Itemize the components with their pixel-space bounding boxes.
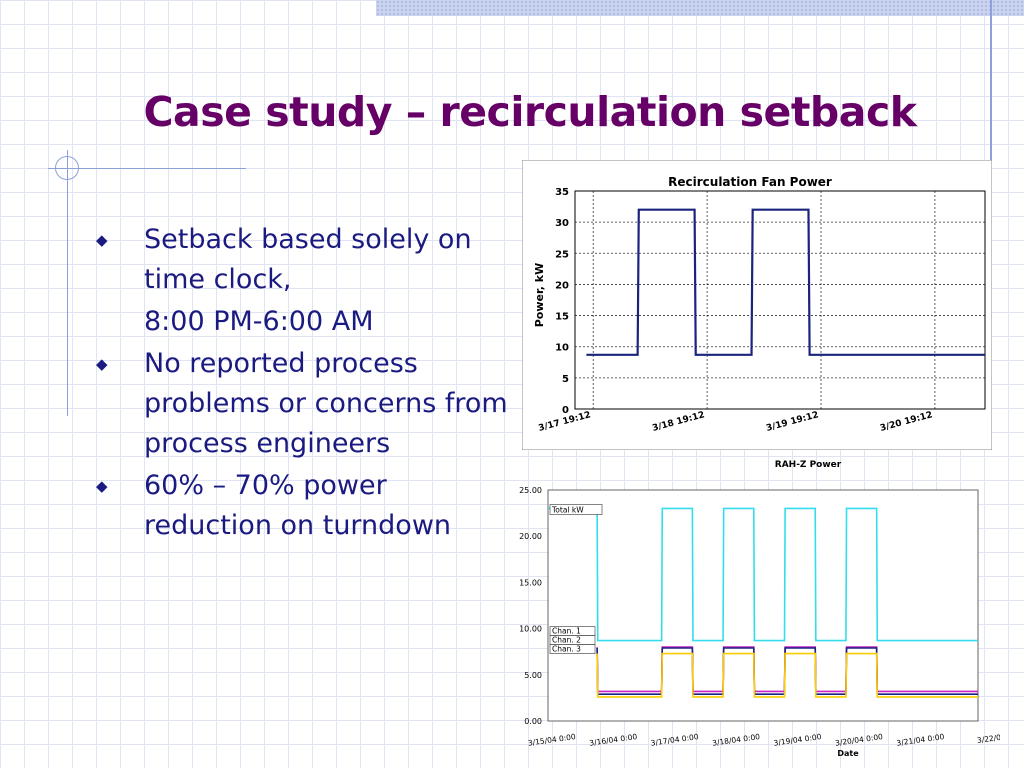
- chart2-legend-label: Chan. 2: [552, 636, 581, 645]
- decorative-ring: [55, 156, 79, 180]
- bullet-list: ◆ Setback based solely on time clock, 8:0…: [92, 220, 512, 548]
- bullet-text: Setback based solely on time clock,: [144, 224, 472, 295]
- chart1-frame: [522, 160, 992, 450]
- diamond-bullet-icon: ◆: [96, 477, 108, 495]
- chart2-x-tick-label: 3/19/04 0:00: [773, 732, 822, 748]
- chart1-plot-area: [574, 190, 986, 410]
- chart2-y-tick-label: 0.00: [524, 717, 542, 726]
- bullet-continuation: 8:00 PM-6:00 AM: [92, 302, 512, 342]
- chart2-series: [548, 507, 978, 698]
- bullet-text: 8:00 PM-6:00 AM: [144, 306, 374, 337]
- slide-title: Case study – recirculation setback: [143, 88, 917, 136]
- recirculation-fan-power-chart: Recirculation Fan Power Power, kW 0 5 10 15…: [522, 160, 992, 450]
- chart2-x-ticks: 3/15/04 0:00 3/16/04 0:00 3/17/04 0:00 3/18…: [527, 732, 1000, 748]
- chart2-legend-label: Total kW: [551, 505, 584, 514]
- chart1-y-tick-label: 25: [555, 249, 569, 260]
- chart1-y-ticks: 0 5 10 15 20 25 30 35: [555, 187, 569, 416]
- chart1-title: Recirculation Fan Power: [668, 175, 832, 189]
- bullet-text: 60% – 70% power reduction on turndown: [144, 470, 452, 541]
- chart2-x-tick-label: 3/15/04 0:00: [527, 732, 576, 748]
- chart2-legend-box: [549, 644, 596, 654]
- chart1-y-tick-label: 30: [555, 218, 569, 229]
- chart1-grid: [575, 191, 985, 409]
- chart1-y-tick-label: 20: [555, 280, 569, 291]
- chart2-legend-box: [549, 504, 603, 515]
- chart1-y-tick-label: 35: [555, 187, 569, 198]
- chart2-title: RAH-Z Power: [775, 460, 842, 470]
- chart2-xlabel: Date: [837, 749, 859, 758]
- chart2-y-ticks: 0.00 5.00 10.00 15.00 20.00 25.00: [519, 486, 542, 726]
- chart2-x-tick-label: 3/20/04 0:00: [834, 732, 883, 748]
- chart2-legend-label: Chan. 3: [552, 645, 581, 654]
- chart1-series: [586, 208, 985, 356]
- bullet-text: No reported process problems or concerns…: [144, 348, 508, 459]
- chart2-x-tick-label: 3/16/04 0:00: [589, 732, 638, 748]
- chart2-x-tick-label: 3/22/04: [976, 732, 1000, 745]
- bullet-item: ◆ No reported process problems or concern…: [92, 344, 512, 464]
- chart2-x-tick-label: 3/18/04 0:00: [712, 732, 761, 748]
- chart1-y-tick-label: 10: [555, 343, 569, 354]
- decorative-vertical-rule: [990, 0, 992, 160]
- chart1-series-line: [586, 208, 985, 356]
- decorative-vertical-line: [67, 150, 68, 416]
- chart1-y-tick-label: 5: [562, 374, 569, 385]
- chart2-series-line: [548, 507, 978, 642]
- decorative-horizontal-line: [48, 168, 246, 169]
- decorative-top-band: [376, 0, 1024, 16]
- chart2-x-tick-label: 3/21/04 0:00: [896, 732, 945, 748]
- chart2-y-tick-label: 15.00: [519, 578, 542, 587]
- chart2-series-line: [596, 652, 978, 698]
- chart2-x-tick-label: 3/17/04 0:00: [650, 732, 699, 748]
- chart2-legend-label: Chan. 1: [552, 627, 581, 636]
- bullet-item: ◆ 60% – 70% power reduction on turndown: [92, 466, 512, 546]
- rah-z-power-chart: RAH-Z Power 0.00 5.00 10.00 15.00 20.00 25.00…: [519, 460, 1000, 758]
- diamond-bullet-icon: ◆: [96, 355, 108, 373]
- chart2-y-tick-label: 5.00: [524, 671, 542, 680]
- diamond-bullet-icon: ◆: [96, 231, 108, 249]
- chart1-ylabel: Power, kW: [533, 263, 546, 328]
- chart2-y-tick-label: 10.00: [519, 625, 542, 634]
- bullet-item: ◆ Setback based solely on time clock,: [92, 220, 512, 300]
- chart1-y-tick-label: 0: [562, 405, 569, 416]
- chart1-y-tick-label: 15: [555, 312, 569, 323]
- chart2-y-tick-label: 25.00: [519, 486, 542, 495]
- chart2-y-tick-label: 20.00: [519, 532, 542, 541]
- chart2-plot-area: [547, 489, 979, 722]
